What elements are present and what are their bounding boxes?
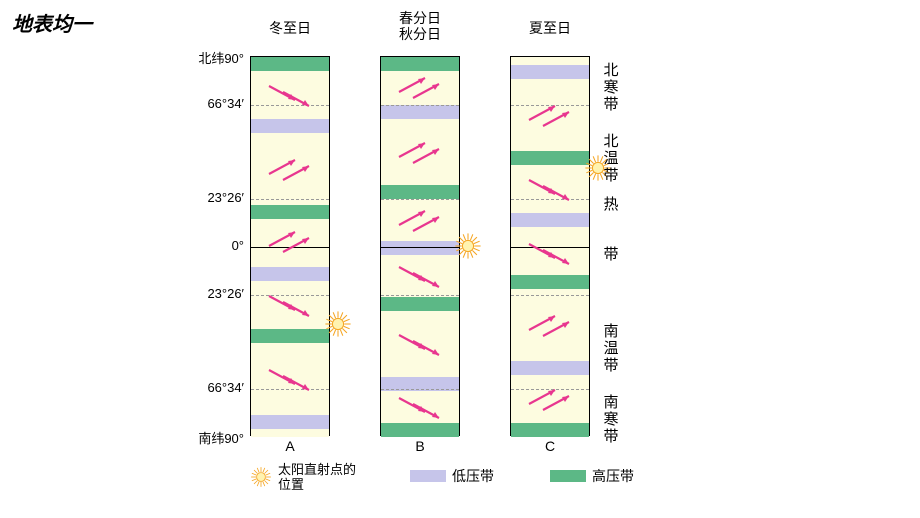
cell-bg — [511, 79, 589, 151]
low-pressure-band — [511, 65, 589, 79]
legend-high-swatch — [550, 470, 586, 482]
low-pressure-band — [251, 119, 329, 133]
lat-line — [381, 389, 459, 390]
column-label-C: 夏至日 — [510, 18, 590, 38]
lat-line — [381, 295, 459, 296]
lat-line — [381, 199, 459, 200]
lat-line — [381, 105, 459, 106]
pressure-belt-diagram: 冬至日A春分日 秋分日B夏至日C 北纬90°66°34′23°26′0°23°2… — [170, 18, 730, 508]
high-pressure-band — [381, 423, 459, 437]
latitude-label: 23°26′ — [174, 190, 244, 205]
latitude-label: 0° — [174, 238, 244, 253]
high-pressure-band — [251, 57, 329, 71]
cell-bg — [511, 227, 589, 275]
lat-line — [251, 295, 329, 296]
high-pressure-band — [251, 329, 329, 343]
legend-low: 低压带 — [410, 466, 494, 486]
page-title: 地表均一 — [12, 8, 92, 37]
climate-zone-label: 南温带 — [602, 323, 620, 374]
high-pressure-band — [511, 423, 589, 437]
column-A — [250, 56, 330, 436]
low-pressure-band — [251, 415, 329, 429]
high-pressure-band — [251, 205, 329, 219]
column-letter: A — [250, 438, 330, 454]
lat-line — [251, 247, 329, 248]
low-pressure-band — [381, 241, 459, 255]
high-pressure-band — [381, 185, 459, 199]
column-letter: B — [380, 438, 460, 454]
high-pressure-band — [511, 151, 589, 165]
cell-bg — [381, 311, 459, 377]
high-pressure-band — [511, 275, 589, 289]
legend-low-swatch — [410, 470, 446, 482]
cell-bg — [381, 255, 459, 297]
climate-zone-label: 热 — [602, 196, 620, 213]
cell-bg — [251, 133, 329, 205]
lat-line — [511, 389, 589, 390]
cell-bg — [251, 343, 329, 415]
climate-zone-label: 南寒带 — [602, 394, 620, 445]
cell-bg — [251, 281, 329, 329]
latitude-label: 66°34′ — [174, 96, 244, 111]
legend-high: 高压带 — [550, 466, 634, 486]
climate-zone-label: 北寒带 — [602, 62, 620, 113]
cell-bg — [511, 375, 589, 423]
legend: 太阳直射点的位置 低压带 高压带 — [170, 462, 730, 502]
lat-line — [511, 295, 589, 296]
sun-icon — [324, 310, 352, 338]
lat-line — [251, 389, 329, 390]
climate-zone-label: 北温带 — [602, 133, 620, 184]
lat-line — [511, 199, 589, 200]
latitude-label: 23°26′ — [174, 286, 244, 301]
low-pressure-band — [381, 105, 459, 119]
cell-bg — [511, 289, 589, 361]
cell-bg — [381, 199, 459, 241]
cell-bg — [381, 119, 459, 185]
column-label-A: 冬至日 — [250, 18, 330, 38]
lat-line — [381, 247, 459, 248]
column-C — [510, 56, 590, 436]
high-pressure-band — [381, 297, 459, 311]
latitude-label: 南纬90° — [174, 428, 244, 447]
legend-low-label: 低压带 — [452, 466, 494, 486]
latitude-label: 北纬90° — [174, 48, 244, 67]
cell-bg — [511, 57, 589, 65]
climate-zone-label: 带 — [602, 246, 620, 263]
lat-line — [251, 105, 329, 106]
cell-bg — [251, 429, 329, 437]
column-B — [380, 56, 460, 436]
sun-icon — [454, 232, 482, 260]
legend-sun: 太阳直射点的位置 — [250, 462, 368, 492]
cell-bg — [381, 71, 459, 105]
cell-bg — [381, 391, 459, 423]
low-pressure-band — [251, 267, 329, 281]
lat-line — [251, 199, 329, 200]
latitude-label: 66°34′ — [174, 380, 244, 395]
column-label-B: 春分日 秋分日 — [380, 10, 460, 42]
legend-high-label: 高压带 — [592, 466, 634, 486]
cell-bg — [251, 71, 329, 119]
column-letter: C — [510, 438, 590, 454]
cell-bg — [251, 219, 329, 267]
legend-sun-label: 太阳直射点的位置 — [278, 462, 368, 492]
low-pressure-band — [511, 361, 589, 375]
low-pressure-band — [511, 213, 589, 227]
lat-line — [511, 105, 589, 106]
cell-bg — [511, 165, 589, 213]
lat-line — [511, 247, 589, 248]
high-pressure-band — [381, 57, 459, 71]
